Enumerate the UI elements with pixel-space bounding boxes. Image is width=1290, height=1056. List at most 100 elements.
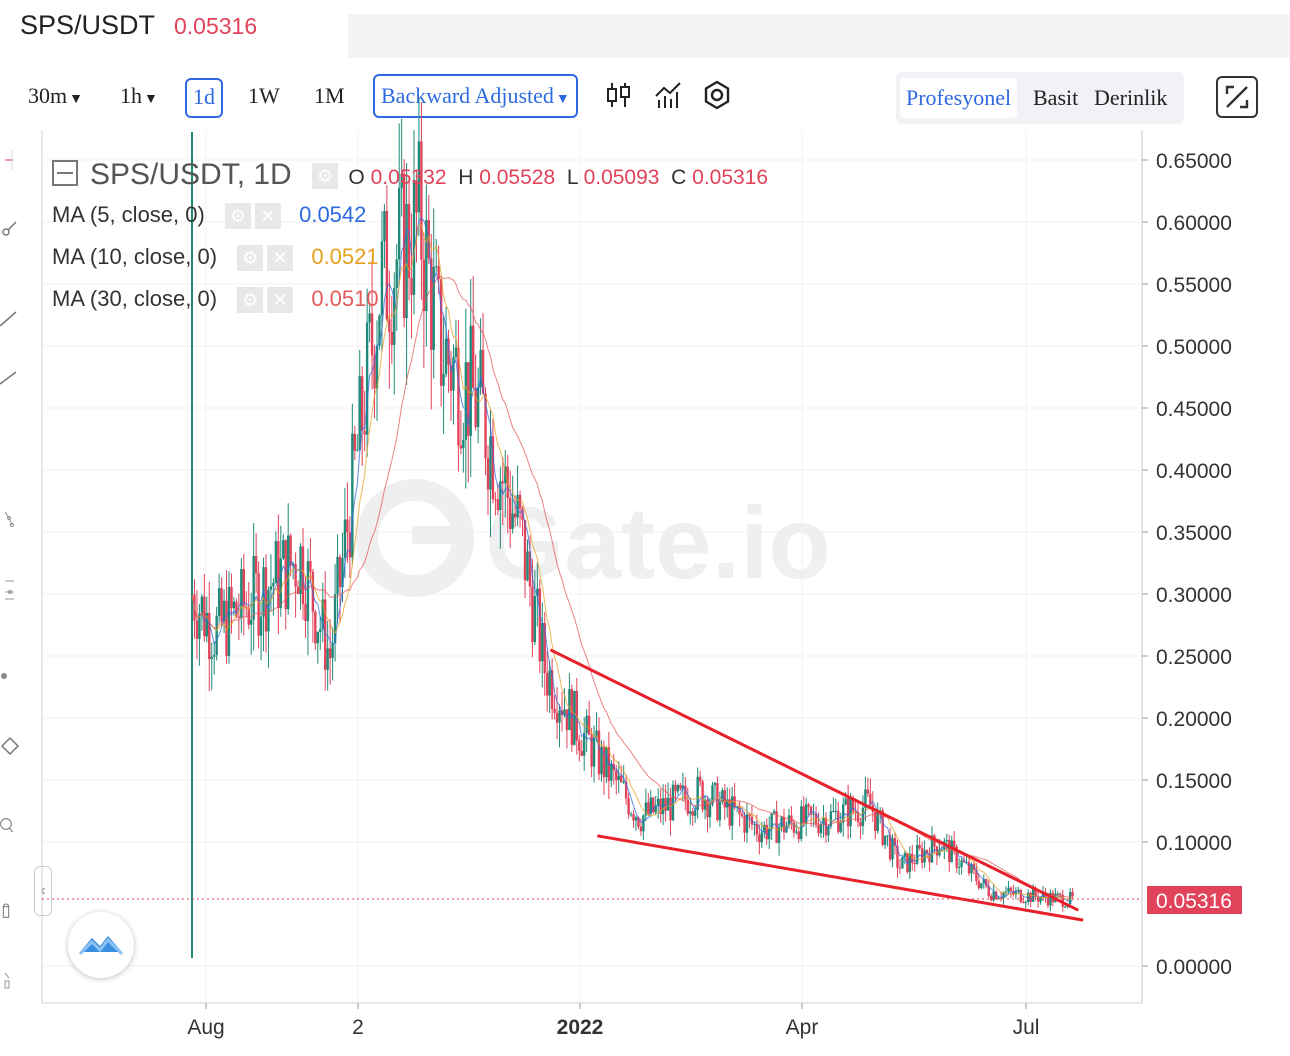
candle-body (1064, 906, 1067, 908)
candle-body (217, 588, 221, 616)
candle-body (644, 802, 648, 816)
label-tool-icon[interactable] (0, 736, 20, 756)
y-tick-label: 0.50000 (1156, 336, 1232, 359)
candle-body (509, 497, 512, 529)
candle-body (543, 623, 546, 674)
y-tick-label: 0.10000 (1156, 832, 1232, 855)
candle-body (499, 481, 502, 511)
candle-body (220, 588, 223, 622)
low-label: L (566, 166, 578, 189)
gear-icon[interactable]: ⚙ (237, 287, 264, 314)
mode-derinlik-tab[interactable]: Derinlik (1094, 85, 1168, 110)
interval-1d-button[interactable]: 1d (185, 78, 223, 118)
candle-body (795, 831, 798, 833)
candle-body (240, 569, 243, 618)
candle-body (550, 670, 554, 709)
candlestick-type-icon[interactable] (604, 80, 634, 110)
candle-body (321, 599, 324, 629)
candle-body (469, 325, 472, 436)
tradingview-logo[interactable] (68, 912, 134, 978)
open-value: 0.05332 (370, 166, 447, 189)
mode-profesyonel-tab[interactable]: Profesyonel (900, 78, 1018, 118)
y-tick-label: 0.55000 (1156, 274, 1232, 297)
candle-body (657, 798, 660, 806)
candle-body (834, 810, 837, 812)
lock-tool-icon[interactable] (0, 900, 20, 920)
candle-body (513, 513, 517, 518)
candle-body (634, 817, 638, 821)
candle-body (856, 812, 860, 823)
settings-icon[interactable] (702, 80, 732, 110)
candle-body (881, 810, 884, 845)
crosshair-tool-icon[interactable] (0, 150, 20, 170)
gear-icon[interactable]: ⚙ (312, 163, 339, 190)
indicators-icon[interactable] (654, 80, 684, 110)
candle-body (740, 814, 744, 817)
interval-1m-button[interactable]: 1M (314, 83, 345, 108)
candle-body (523, 519, 527, 581)
candle-body (235, 601, 238, 617)
sidebar-collapse-button[interactable]: ‹ (34, 866, 52, 916)
legend-collapse-icon[interactable] (52, 160, 78, 187)
mode-basit-tab[interactable]: Basit (1033, 85, 1079, 110)
candle-body (861, 807, 865, 827)
candle-body (817, 824, 820, 834)
zoom-tool-icon[interactable] (0, 816, 20, 836)
watermark-text: Gate.io (485, 486, 831, 600)
candle-body (851, 798, 855, 812)
candle-body (432, 267, 435, 350)
close-icon[interactable]: ✕ (267, 287, 294, 314)
interval-30m-button[interactable]: 30m ▼ (28, 83, 83, 108)
gear-icon[interactable]: ⚙ (224, 203, 251, 230)
candle-body (331, 643, 334, 659)
close-icon[interactable]: ✕ (267, 245, 294, 272)
candle-body (832, 811, 835, 813)
candle-body (708, 804, 712, 818)
interval-1w-button[interactable]: 1W (248, 83, 280, 108)
price-adjust-select[interactable]: Backward Adjusted ▼ (373, 74, 578, 118)
candle-body (911, 853, 914, 864)
line-tool-icon[interactable] (0, 368, 20, 388)
candle-body (393, 288, 396, 345)
candle-body (711, 785, 714, 805)
fullscreen-icon[interactable] (1216, 76, 1258, 118)
candle-body (728, 799, 731, 826)
candle-body (842, 804, 845, 823)
candle-body (792, 822, 796, 833)
candle-body (563, 709, 566, 716)
candle-body (459, 445, 463, 449)
candle-body (274, 541, 278, 583)
candle-body (398, 188, 401, 260)
candle-body (326, 648, 329, 670)
candle-body (578, 740, 581, 751)
candle-body (602, 746, 606, 778)
trash-tool-icon[interactable] (0, 972, 20, 992)
candle-body (484, 393, 487, 459)
candle-body (802, 806, 805, 823)
gear-icon[interactable]: ⚙ (237, 245, 264, 272)
top-search-bar[interactable] (348, 14, 1290, 58)
interval-1h-button[interactable]: 1h ▼ (120, 83, 158, 108)
candle-body (558, 710, 561, 723)
ray-tool-icon[interactable] (0, 308, 20, 328)
brush-tool-icon[interactable] (0, 666, 20, 686)
y-tick-label: 0.25000 (1156, 646, 1232, 669)
y-tick-label: 0.20000 (1156, 708, 1232, 731)
candle-body (694, 810, 697, 816)
candle-body (489, 436, 492, 490)
fib-tool-icon[interactable] (0, 580, 20, 600)
candle-body (516, 494, 519, 518)
last-price-label: 0.05316 (1147, 886, 1242, 914)
candle-body (1029, 892, 1032, 902)
trendline-upper (549, 648, 1079, 912)
candle-body (1019, 889, 1022, 902)
trendline-tool-icon[interactable] (0, 218, 20, 238)
path-tool-icon[interactable] (0, 508, 20, 528)
candle-body (442, 374, 445, 386)
candle-body (390, 331, 393, 345)
candle-body (1012, 891, 1015, 895)
close-icon[interactable]: ✕ (254, 203, 281, 230)
candle-body (282, 540, 285, 559)
candle-body (208, 612, 211, 660)
